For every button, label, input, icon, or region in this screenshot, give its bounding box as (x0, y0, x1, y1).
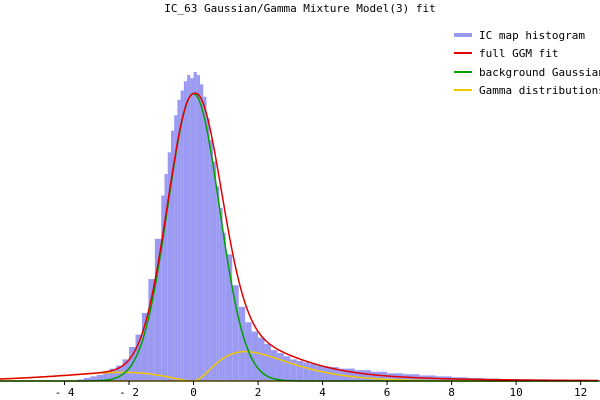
x-tick-label: - 4 (55, 386, 75, 399)
histogram-bar (164, 173, 168, 381)
x-tick-label: 2 (255, 386, 262, 399)
histogram-bar (190, 78, 194, 382)
histogram-bar (154, 238, 162, 381)
histogram-bar (135, 334, 142, 381)
histogram-bar (309, 364, 317, 381)
histogram-bar (225, 254, 233, 381)
histogram-bar (270, 350, 278, 381)
histogram-bar (122, 359, 130, 381)
histogram-bar (303, 362, 310, 381)
histogram-bar (148, 279, 155, 381)
legend-label-background: background Gaussian (479, 66, 600, 79)
chart-title: IC_63 Gaussian/Gamma Mixture Model(3) fi… (164, 2, 436, 15)
x-tick-label: 6 (384, 386, 391, 399)
histogram-bar (90, 376, 97, 381)
histogram-bar (212, 161, 217, 381)
histogram-bar (187, 75, 191, 381)
histogram-bar (196, 75, 200, 381)
histogram-bar (251, 331, 259, 381)
histogram-bar (354, 370, 371, 381)
x-tick-label: - 2 (119, 386, 139, 399)
x-axis: - 4 - 2 0 2 4 6 8 10 12 (0, 380, 600, 399)
histogram-bar (83, 377, 91, 381)
histogram-bar (258, 337, 265, 381)
histogram-bar (264, 343, 271, 381)
histogram-bar (167, 152, 171, 381)
histogram-bar (219, 207, 223, 381)
x-tick-label: 8 (448, 386, 455, 399)
histogram-bar (177, 99, 181, 381)
histogram-bar (161, 195, 165, 381)
histogram-bar (203, 96, 207, 381)
legend: IC map histogram full GGM fit background… (454, 29, 600, 97)
histogram-bar (183, 81, 188, 382)
histogram-bar (296, 360, 304, 381)
histogram-bar (77, 379, 84, 381)
histogram-bar (174, 115, 178, 381)
legend-label-full-fit: full GGM fit (479, 47, 558, 60)
histogram-bar (103, 371, 110, 381)
x-tick-label: 4 (319, 386, 326, 399)
histogram-bar (238, 306, 246, 381)
histogram-bar (277, 353, 284, 381)
histogram-bar (200, 84, 204, 382)
histogram-bar (109, 368, 117, 381)
histogram-bar (290, 359, 297, 381)
histogram-bar (141, 313, 149, 381)
histogram-bar (370, 371, 388, 381)
histogram-bar (316, 365, 323, 381)
plot-area (0, 72, 600, 382)
x-tick-label: 10 (510, 386, 523, 399)
legend-label-gamma: Gamma distributions (479, 84, 600, 97)
legend-label-histogram: IC map histogram (479, 29, 585, 42)
histogram-bar (170, 130, 175, 381)
histogram-bar (193, 72, 197, 381)
histogram-bar (232, 285, 239, 381)
histogram-bar (216, 186, 220, 381)
histogram-bar (222, 232, 226, 381)
histogram-bar (180, 90, 184, 381)
histogram-bar (283, 356, 291, 381)
histogram-bar (96, 374, 104, 381)
histogram-bar (116, 365, 123, 381)
full-ggm-fit-curve (0, 92, 599, 382)
x-tick-label: 0 (190, 386, 197, 399)
histogram-bar (209, 139, 213, 381)
x-tick-label: 12 (574, 386, 587, 399)
background-gaussian-curve (0, 92, 599, 382)
histogram-bar (206, 118, 210, 381)
